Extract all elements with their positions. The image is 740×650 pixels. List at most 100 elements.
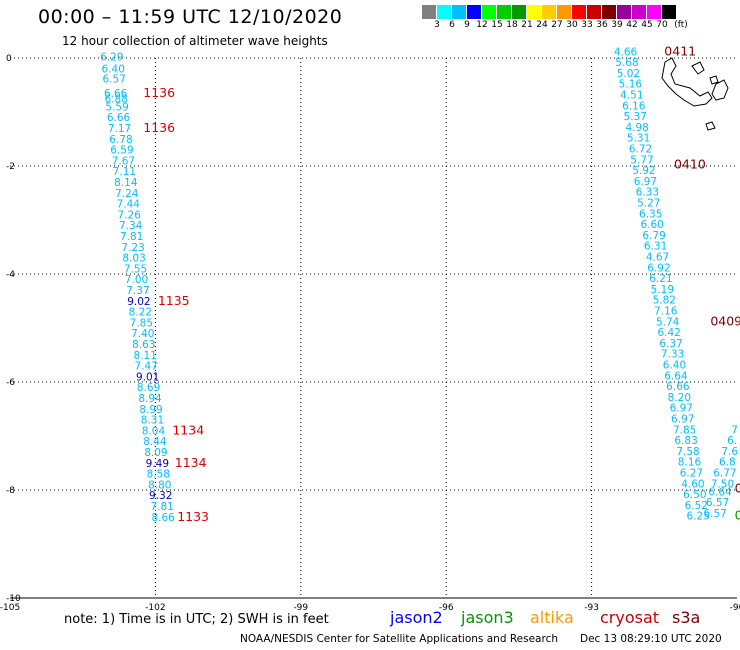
wave-height-value: 7.24 bbox=[115, 188, 139, 200]
wave-height-value: 7.00 bbox=[125, 274, 148, 286]
legend-label: 6 bbox=[449, 20, 455, 30]
legend-swatch bbox=[647, 5, 662, 19]
wave-height-value: 7.67 bbox=[112, 155, 135, 167]
wave-height-value: 4.98 bbox=[625, 122, 648, 134]
wave-height-value: 6.57 bbox=[103, 73, 126, 85]
legend-label: 21 bbox=[521, 20, 533, 30]
x-tick-label: -90 bbox=[730, 603, 740, 613]
wave-height-value: 6.88 bbox=[104, 93, 127, 105]
wave-height-value: 5.92 bbox=[632, 165, 655, 177]
wave-height-value: 7 bbox=[731, 424, 738, 436]
legend-swatch bbox=[482, 5, 497, 19]
wave-height-value: 6.40 bbox=[663, 360, 686, 372]
wave-height-value: 9.01 bbox=[136, 371, 159, 383]
y-tick-label: -6 bbox=[6, 378, 15, 388]
legend-swatch bbox=[557, 5, 572, 19]
wave-height-value: 8.31 bbox=[141, 415, 164, 427]
wave-height-value: 4.60 bbox=[681, 478, 704, 490]
legend-swatch bbox=[527, 5, 542, 19]
wave-height-value: 9.32 bbox=[149, 490, 172, 502]
satellite-name: jason2 bbox=[390, 608, 443, 627]
legend-label: 9 bbox=[464, 20, 470, 30]
page-title: 00:00 – 11:59 UTC 12/10/2020 bbox=[38, 6, 343, 28]
wave-height-value: 8.11 bbox=[134, 350, 157, 362]
wave-height-value: 7.85 bbox=[673, 424, 696, 436]
wave-height-value: 5.37 bbox=[624, 111, 647, 123]
legend-label: 3 bbox=[434, 20, 440, 30]
wave-height-value: 6.21 bbox=[649, 273, 672, 285]
wave-height-value: 6.66 bbox=[666, 381, 690, 393]
wave-height-value: 5.59 bbox=[105, 101, 128, 113]
wave-height-value: 6.40 bbox=[102, 64, 125, 76]
wave-height-value: 8.63 bbox=[132, 339, 155, 351]
wave-height-value: 6.64 bbox=[664, 370, 688, 382]
wave-height-value: 7.16 bbox=[654, 306, 678, 318]
satellite-name: altika bbox=[530, 608, 574, 627]
pass-time-label: 0 bbox=[735, 508, 740, 523]
pass-time-label: 0409 bbox=[710, 313, 740, 328]
wave-height-value: 6.42 bbox=[657, 327, 680, 339]
pass-time-label: 0410 bbox=[674, 157, 706, 172]
wave-height-value: 7.81 bbox=[150, 501, 173, 513]
wave-height-value: 6.97 bbox=[671, 414, 694, 426]
wave-height-value: 5.16 bbox=[619, 79, 643, 91]
wave-height-value: 7.11 bbox=[113, 166, 136, 178]
wave-height-value: 7.23 bbox=[121, 242, 144, 254]
pass-time-label: 1136 bbox=[143, 120, 175, 135]
legend-swatch bbox=[602, 5, 617, 19]
satellite-name: s3a bbox=[672, 608, 701, 627]
wave-height-value: 6.29 bbox=[100, 52, 123, 64]
footer-timestamp: Dec 13 08:29:10 UTC 2020 bbox=[580, 633, 722, 645]
wave-height-value: 8.66 bbox=[151, 512, 175, 524]
legend-labels: 3 6 9 12 15 18 21 24 27 30 33 36 39 42 45 70 (ft) bbox=[422, 19, 688, 31]
pass-time-label: 1135 bbox=[158, 293, 190, 308]
wave-height-value: 8.09 bbox=[144, 447, 167, 459]
wave-height-value: 6.8 bbox=[719, 457, 736, 469]
wave-height-value: 6.78 bbox=[109, 134, 132, 146]
wave-height-value: 4.67 bbox=[646, 252, 669, 264]
wave-height-value: 6.79 bbox=[642, 230, 665, 242]
wave-height-value: 4.51 bbox=[620, 90, 643, 102]
wave-height-value: 7.6 bbox=[721, 446, 738, 458]
pass-time-label: 1134 bbox=[172, 422, 204, 437]
wave-height-value: 5.82 bbox=[653, 295, 676, 307]
wave-height-value: 6.52 bbox=[685, 500, 708, 512]
legend-label: 70 bbox=[656, 20, 668, 30]
wave-height-value: 8.44 bbox=[143, 436, 167, 448]
legend-color-bar bbox=[422, 5, 677, 19]
wave-height-value: 6.57 bbox=[703, 508, 726, 520]
wave-height-value: 6.64 bbox=[708, 486, 732, 498]
legend-swatch bbox=[542, 5, 557, 19]
wave-height-value: 6.50 bbox=[683, 489, 706, 501]
legend-label: 36 bbox=[596, 20, 608, 30]
wave-height-value: 6.37 bbox=[659, 338, 682, 350]
page-subtitle: 12 hour collection of altimeter wave hei… bbox=[62, 34, 328, 48]
wave-height-value: 9.49 bbox=[146, 458, 169, 470]
legend-label: 45 bbox=[641, 20, 653, 30]
wave-height-value: 8.80 bbox=[148, 479, 171, 491]
galapagos-coastline bbox=[661, 57, 729, 131]
wave-height-value: 8.69 bbox=[137, 382, 160, 394]
wave-height-value: 8.04 bbox=[142, 425, 166, 437]
wave-height-value: 6.66 bbox=[107, 112, 131, 124]
pass-time-label: 1134 bbox=[175, 455, 207, 470]
wave-height-value: 6.35 bbox=[639, 208, 662, 220]
legend-swatch bbox=[422, 5, 437, 19]
legend-swatch bbox=[437, 5, 452, 19]
legend-swatch bbox=[617, 5, 632, 19]
footer-note: note: 1) Time is in UTC; 2) SWH is in fe… bbox=[64, 612, 329, 627]
wave-height-value: 6.33 bbox=[636, 187, 659, 199]
satellite-name: jason3 bbox=[461, 608, 514, 627]
wave-height-value: 9.02 bbox=[127, 296, 150, 308]
wave-height-value: 7.44 bbox=[117, 199, 141, 211]
legend-swatch bbox=[467, 5, 482, 19]
pass-time-label: 0411 bbox=[664, 43, 696, 58]
wave-height-value: 5.02 bbox=[617, 68, 640, 80]
wave-height-value: 8.20 bbox=[668, 392, 691, 404]
legend-label: 33 bbox=[581, 20, 593, 30]
legend-label: 39 bbox=[611, 20, 623, 30]
wave-height-value: 5.31 bbox=[627, 133, 650, 145]
wave-height-value: 6.31 bbox=[644, 241, 667, 253]
